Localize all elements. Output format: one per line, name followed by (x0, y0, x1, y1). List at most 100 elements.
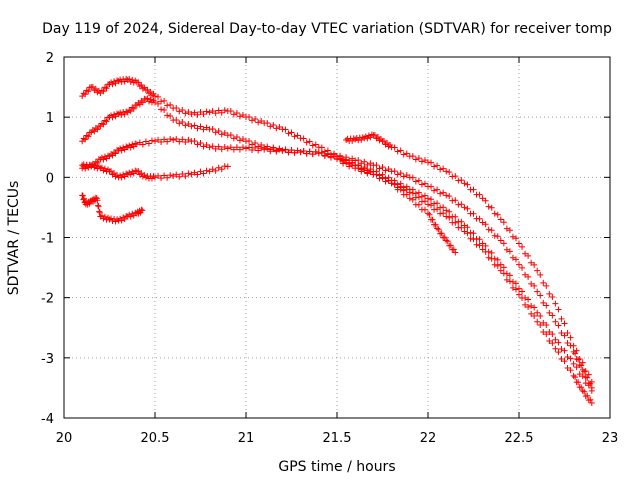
data-point (139, 207, 146, 214)
data-point (509, 254, 516, 261)
data-point (516, 261, 522, 268)
data-point (491, 255, 498, 262)
data-point (233, 134, 240, 141)
data-point (434, 162, 441, 169)
data-point (155, 93, 162, 100)
data-point (130, 105, 137, 112)
data-point (437, 166, 444, 173)
data-point (206, 144, 213, 151)
data-point (145, 140, 152, 147)
data-point (476, 191, 483, 198)
data-point (185, 170, 192, 177)
data-point (215, 107, 222, 114)
data-point (409, 186, 416, 193)
data-point (461, 228, 468, 235)
data-point (485, 254, 492, 261)
data-point (164, 138, 171, 145)
data-point (138, 206, 145, 213)
data-point (203, 167, 210, 174)
data-point (297, 149, 304, 156)
data-point (384, 140, 391, 147)
data-point (138, 81, 145, 88)
y-tick-label: -1 (41, 232, 54, 247)
x-axis-label: GPS time / hours (278, 459, 395, 475)
data-point (303, 139, 310, 146)
data-point (261, 146, 268, 153)
data-point (443, 207, 450, 214)
data-point (83, 132, 90, 139)
data-point (79, 192, 86, 199)
data-point (391, 168, 398, 175)
data-point (558, 356, 565, 363)
data-point (282, 146, 289, 153)
data-point (572, 374, 579, 381)
data-point (573, 364, 580, 371)
data-point (385, 177, 392, 184)
data-point (337, 156, 344, 163)
data-point (374, 134, 381, 141)
data-point (540, 299, 547, 306)
data-point (206, 168, 213, 175)
data-point (321, 153, 328, 160)
data-point (476, 242, 483, 249)
data-point (434, 225, 441, 232)
data-point (403, 183, 410, 190)
data-point (512, 256, 519, 263)
data-point (264, 119, 271, 126)
data-point (494, 256, 501, 263)
data-point (440, 204, 447, 211)
data-point (470, 230, 477, 237)
data-point (435, 226, 442, 233)
data-point (425, 201, 431, 208)
data-point (373, 171, 380, 178)
data-point (94, 197, 101, 204)
data-point (371, 132, 378, 139)
data-point (249, 147, 256, 154)
data-point (570, 342, 577, 349)
data-point (440, 165, 447, 172)
data-point (379, 174, 386, 181)
y-tick-label: -4 (41, 412, 54, 427)
data-point (506, 272, 513, 279)
data-point (546, 309, 553, 316)
data-point (327, 154, 334, 161)
data-point (312, 141, 319, 148)
data-point (167, 172, 174, 179)
data-point (185, 120, 192, 127)
data-point (555, 306, 562, 313)
data-point (567, 355, 574, 362)
data-point (185, 108, 192, 115)
data-point (249, 141, 256, 148)
data-point (479, 195, 486, 202)
data-point (522, 250, 529, 257)
data-point (540, 279, 547, 286)
data-point (152, 93, 158, 100)
data-point (161, 97, 168, 104)
data-point (585, 382, 592, 389)
data-point (95, 203, 102, 210)
data-point (373, 162, 380, 169)
data-point (458, 177, 465, 184)
data-point (482, 242, 489, 249)
data-point (497, 237, 504, 244)
data-point (385, 166, 392, 173)
data-point (273, 148, 280, 155)
data-point (179, 106, 186, 113)
data-point (412, 178, 419, 185)
data-point (488, 204, 495, 211)
data-point (503, 246, 510, 253)
data-point (443, 213, 450, 220)
data-point (227, 132, 234, 139)
data-point (212, 110, 219, 117)
data-point (512, 286, 519, 293)
data-point (218, 109, 225, 116)
data-point (443, 237, 450, 244)
data-point (276, 123, 283, 130)
data-point (578, 362, 585, 369)
data-point (579, 373, 586, 380)
data-point (309, 151, 316, 158)
data-point (537, 271, 544, 278)
data-point (300, 148, 307, 155)
data-point (103, 118, 110, 125)
data-point (132, 167, 139, 174)
